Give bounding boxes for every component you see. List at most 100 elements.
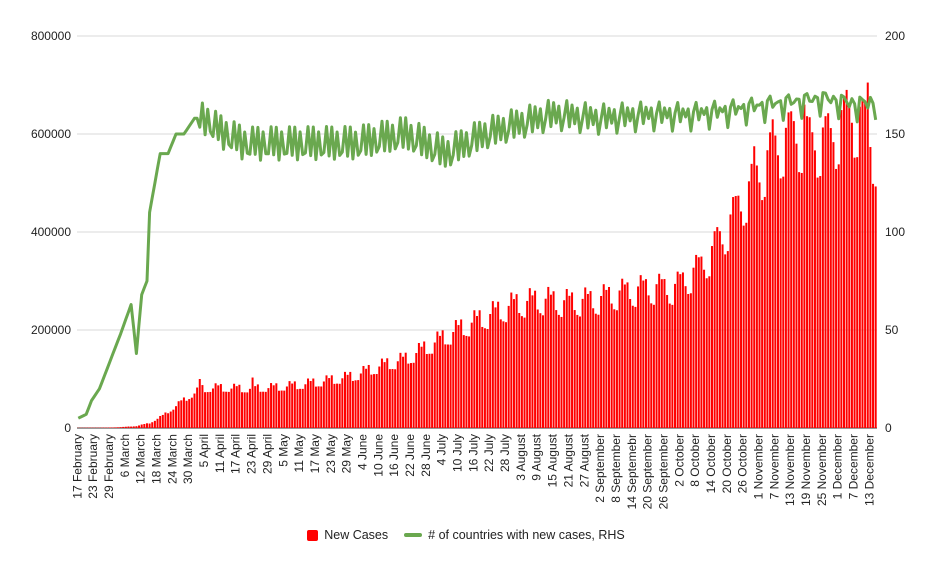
new-cases-bar — [330, 375, 333, 428]
new-cases-bar — [674, 283, 677, 428]
new-cases-bar — [404, 352, 407, 428]
new-cases-bar — [586, 293, 589, 428]
new-cases-bar — [436, 331, 439, 428]
new-cases-bar — [122, 426, 125, 428]
new-cases-bar — [507, 305, 510, 428]
new-cases-bar — [272, 385, 275, 428]
new-cases-bar — [270, 383, 273, 428]
new-cases-bar — [837, 164, 840, 429]
new-cases-bar — [710, 246, 713, 428]
new-cases-bar — [629, 299, 632, 428]
new-cases-bar — [581, 298, 584, 428]
x-tick-label: 23 April — [245, 434, 259, 474]
new-cases-bar — [824, 116, 827, 428]
new-cases-bar — [798, 172, 801, 428]
new-cases-bar — [547, 286, 550, 428]
new-cases-bar — [114, 427, 117, 428]
new-cases-bar — [729, 214, 732, 428]
new-cases-bar — [626, 282, 629, 428]
new-cases-bar — [359, 373, 362, 428]
new-cases-bar — [159, 415, 162, 428]
new-cases-bar — [185, 400, 188, 428]
new-cases-bar — [328, 378, 331, 428]
new-cases-bar — [734, 196, 737, 428]
new-cases-bar — [858, 106, 861, 429]
left-y-tick-label: 200000 — [31, 323, 71, 337]
new-cases-bar — [792, 121, 795, 429]
new-cases-bar — [745, 222, 748, 428]
new-cases-bar — [365, 368, 368, 428]
new-cases-bar — [832, 142, 835, 428]
x-tick-label: 17 February — [70, 434, 84, 499]
new-cases-bar — [771, 119, 774, 429]
new-cases-bar — [402, 356, 405, 428]
new-cases-bar — [806, 116, 809, 428]
right-y-tick-label: 100 — [885, 225, 905, 239]
new-cases-bar — [813, 150, 816, 429]
new-cases-bar — [396, 361, 399, 428]
legend-item-new-cases: New Cases — [307, 528, 388, 542]
new-cases-bars — [77, 82, 877, 429]
x-tick-label: 21 August — [561, 433, 575, 487]
left-y-axis: 0 200000 400000 600000 800000 — [31, 29, 71, 435]
new-cases-bar — [650, 303, 653, 428]
new-cases-bar — [766, 150, 769, 429]
legend-label-countries: # of countries with new cases, RHS — [428, 528, 625, 542]
new-cases-bar — [761, 200, 764, 428]
x-tick-label: 8 September — [609, 434, 623, 503]
new-cases-bar — [687, 293, 690, 428]
x-tick-label: 22 July — [482, 434, 496, 472]
x-tick-label: 16 June — [387, 434, 401, 477]
new-cases-bar — [776, 155, 779, 428]
right-y-tick-label: 150 — [885, 127, 905, 141]
new-cases-bar — [523, 317, 526, 428]
new-cases-bar — [816, 177, 819, 428]
new-cases-bar — [621, 278, 624, 428]
new-cases-bar — [542, 315, 545, 428]
new-cases-bar — [322, 381, 325, 428]
new-cases-bar — [695, 254, 698, 428]
new-cases-bar — [243, 392, 246, 428]
new-cases-bar — [713, 231, 716, 428]
x-tick-label: 28 June — [419, 434, 433, 477]
new-cases-bar — [737, 195, 740, 428]
new-cases-bar — [689, 293, 692, 428]
new-cases-bar — [190, 397, 193, 428]
new-cases-bar — [399, 352, 402, 428]
new-cases-bar — [124, 426, 127, 428]
new-cases-bar — [499, 319, 502, 428]
new-cases-bar — [597, 314, 600, 428]
new-cases-bar — [850, 122, 853, 428]
new-cases-bar — [866, 82, 869, 429]
legend-item-countries: # of countries with new cases, RHS — [404, 528, 625, 542]
new-cases-bar — [518, 312, 521, 428]
right-y-tick-label: 0 — [885, 421, 892, 435]
new-cases-bar — [747, 181, 750, 428]
x-tick-label: 12 March — [134, 434, 148, 484]
new-cases-bar — [182, 397, 185, 428]
new-cases-bar — [560, 316, 563, 428]
new-cases-bar — [652, 304, 655, 428]
new-cases-bar — [724, 254, 727, 428]
new-cases-bar — [576, 314, 579, 428]
new-cases-bar — [380, 358, 383, 428]
right-y-tick-label: 50 — [885, 323, 899, 337]
left-y-tick-label: 0 — [64, 421, 71, 435]
new-cases-bar — [188, 399, 191, 428]
new-cases-bar — [211, 388, 214, 428]
new-cases-bar — [164, 412, 167, 428]
new-cases-bar — [346, 374, 349, 428]
x-tick-label: 19 November — [799, 434, 813, 506]
new-cases-bar — [726, 251, 729, 428]
new-cases-bar — [536, 309, 539, 428]
new-cases-bar — [782, 176, 785, 428]
new-cases-bar — [283, 390, 286, 428]
new-cases-bar — [109, 427, 112, 428]
new-cases-bar — [502, 321, 505, 428]
new-cases-bar — [510, 292, 513, 428]
new-cases-bar — [299, 388, 302, 428]
right-y-axis: 0 50 100 150 200 — [885, 29, 905, 435]
new-cases-bar — [644, 279, 647, 428]
new-cases-bar — [827, 113, 830, 428]
